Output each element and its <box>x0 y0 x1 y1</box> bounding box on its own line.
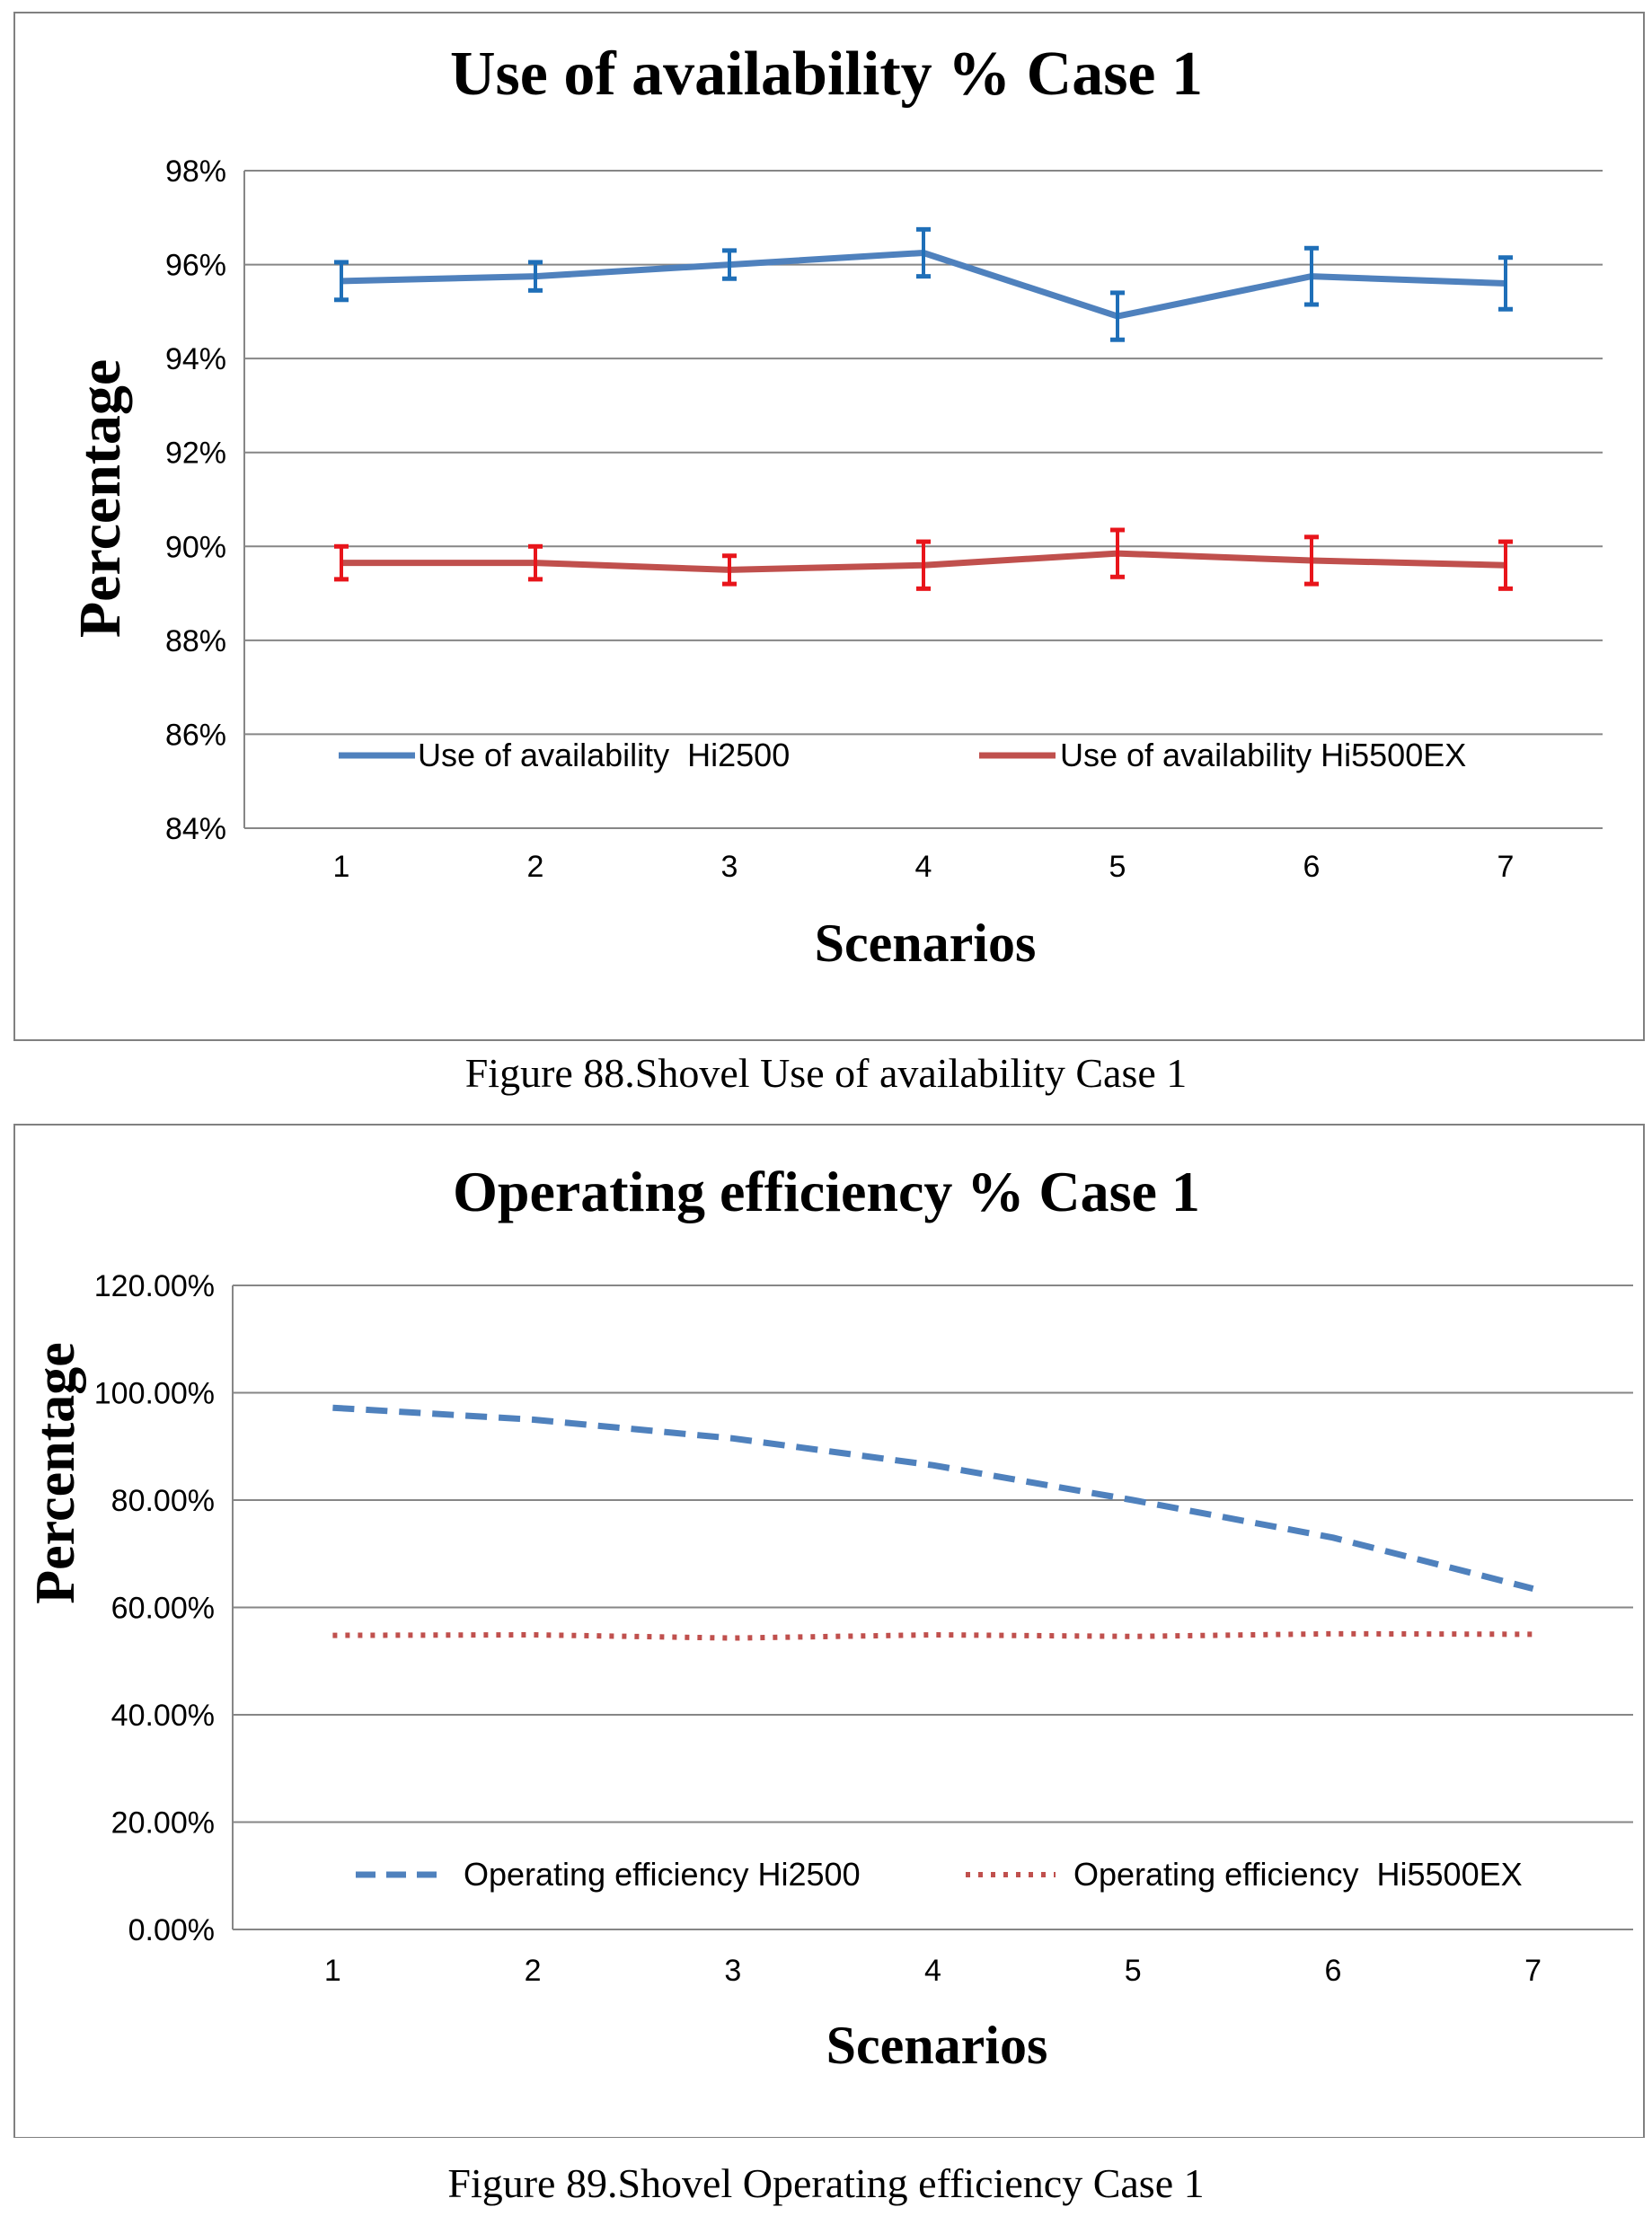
x-tick-label: 3 <box>721 850 738 884</box>
x-tick-labels: 1 2 3 4 5 6 7 <box>333 850 1515 884</box>
error-bar <box>916 539 931 591</box>
figure-caption-88: Figure 88.Shovel Use of availability Cas… <box>464 1050 1188 1096</box>
data-point <box>727 262 732 268</box>
data-point <box>931 1462 936 1468</box>
data-point <box>533 561 538 566</box>
x-tick-label: 5 <box>1125 1954 1142 1988</box>
legend: Use of availability Hi2500 Use of availa… <box>339 737 1466 773</box>
chart-title: Use of availability % Case 1 <box>450 40 1203 109</box>
data-point <box>530 1417 535 1422</box>
x-tick-label: 4 <box>924 1954 941 1988</box>
legend: Operating efficiency Hi2500 Operating ef… <box>356 1856 1523 1893</box>
series-group <box>334 226 1513 591</box>
x-tick-label: 7 <box>1524 1954 1542 1988</box>
x-tick-label: 1 <box>324 1954 341 1988</box>
chart-frame <box>13 12 1645 1041</box>
x-axis-label: Scenarios <box>815 914 1037 973</box>
x-tick-label: 7 <box>1497 850 1515 884</box>
legend-label-hi2500: Operating efficiency Hi2500 <box>464 1856 861 1893</box>
gridlines <box>232 1285 1633 1930</box>
x-tick-label: 3 <box>724 1954 741 1988</box>
x-tick-label: 1 <box>333 850 350 884</box>
y-tick-labels: 84% 86% 88% 90% 92% 94% 96% 98% <box>165 155 226 846</box>
data-point <box>1130 1634 1135 1639</box>
y-tick-label: 94% <box>165 342 226 376</box>
y-tick-label: 90% <box>165 530 226 564</box>
data-point <box>1130 1497 1135 1503</box>
data-point <box>1330 1631 1336 1637</box>
y-axis-label: Percentage <box>67 359 133 638</box>
data-point <box>533 274 538 279</box>
error-bar <box>1110 290 1125 342</box>
data-point <box>730 1636 736 1641</box>
data-point <box>339 278 344 284</box>
y-tick-label: 98% <box>165 155 226 189</box>
data-point <box>931 1632 936 1638</box>
chart-title: Operating efficiency % Case 1 <box>453 1160 1200 1223</box>
error-bar <box>528 543 543 582</box>
y-tick-label: 40.00% <box>111 1699 215 1733</box>
y-tick-label: 120.00% <box>94 1269 215 1303</box>
y-tick-label: 86% <box>165 718 226 752</box>
data-point <box>1330 1535 1336 1541</box>
chart-frame <box>13 1124 1645 2138</box>
data-point <box>1309 558 1314 563</box>
data-point <box>330 1633 335 1638</box>
data-point <box>1115 313 1120 319</box>
legend-label-hi5500ex: Operating efficiency Hi5500EX <box>1073 1856 1523 1893</box>
data-point <box>1503 280 1508 286</box>
y-tick-label: 96% <box>165 249 226 283</box>
chart-operating-efficiency: Operating efficiency % Case 1 0.00%20.00… <box>13 1124 1645 2138</box>
data-point <box>1115 551 1120 556</box>
x-tick-label: 4 <box>915 850 932 884</box>
error-bar <box>1498 255 1513 312</box>
series-line-0 <box>332 1404 1534 1592</box>
legend-label-hi5500ex: Use of availability Hi5500EX <box>1060 737 1466 773</box>
chart-use-of-availability: Use of availability % Case 1 84% 86% 88% 90… <box>13 12 1645 1041</box>
series-group <box>330 1404 1536 1641</box>
y-axis-label: Percentage <box>25 1342 86 1603</box>
legend-label-hi2500: Use of availability Hi2500 <box>418 737 790 773</box>
data-point <box>921 251 926 256</box>
x-tick-labels: 1 2 3 4 5 6 7 <box>324 1954 1542 1988</box>
figure-caption-89: Figure 89.Shovel Operating efficiency Ca… <box>447 2160 1205 2206</box>
data-point <box>1503 562 1508 568</box>
y-tick-label: 88% <box>165 624 226 658</box>
data-point <box>730 1435 736 1441</box>
error-bar <box>1304 534 1319 587</box>
y-tick-label: 100.00% <box>94 1377 215 1411</box>
y-tick-label: 20.00% <box>111 1806 215 1841</box>
x-tick-label: 2 <box>527 850 544 884</box>
error-bar <box>722 248 737 281</box>
x-axis-label: Scenarios <box>826 2016 1048 2075</box>
data-point <box>330 1405 335 1410</box>
y-tick-label: 0.00% <box>128 1913 215 1947</box>
y-tick-label: 80.00% <box>111 1484 215 1518</box>
gridlines <box>243 170 1603 829</box>
data-point <box>1531 1586 1536 1592</box>
data-point <box>1309 274 1314 279</box>
data-point <box>530 1632 535 1638</box>
data-point <box>1531 1631 1536 1637</box>
error-bar <box>528 260 543 293</box>
error-bar <box>1110 527 1125 579</box>
data-point <box>727 567 732 572</box>
y-tick-label: 84% <box>165 812 226 846</box>
x-tick-label: 6 <box>1324 1954 1341 1988</box>
error-bar <box>334 260 349 303</box>
error-bar <box>916 226 931 279</box>
error-bar <box>1498 539 1513 591</box>
y-tick-label: 92% <box>165 437 226 471</box>
x-tick-label: 2 <box>525 1954 542 1988</box>
y-tick-label: 60.00% <box>111 1592 215 1626</box>
data-point <box>339 561 344 566</box>
error-bar <box>334 543 349 582</box>
error-bar <box>1304 245 1319 307</box>
x-tick-label: 6 <box>1303 850 1321 884</box>
error-bar <box>722 553 737 587</box>
data-point <box>921 562 926 568</box>
y-tick-labels: 0.00% 20.00% 40.00% 60.00% 80.00% 100.00% 120.… <box>94 1269 215 1947</box>
x-tick-label: 5 <box>1109 850 1126 884</box>
